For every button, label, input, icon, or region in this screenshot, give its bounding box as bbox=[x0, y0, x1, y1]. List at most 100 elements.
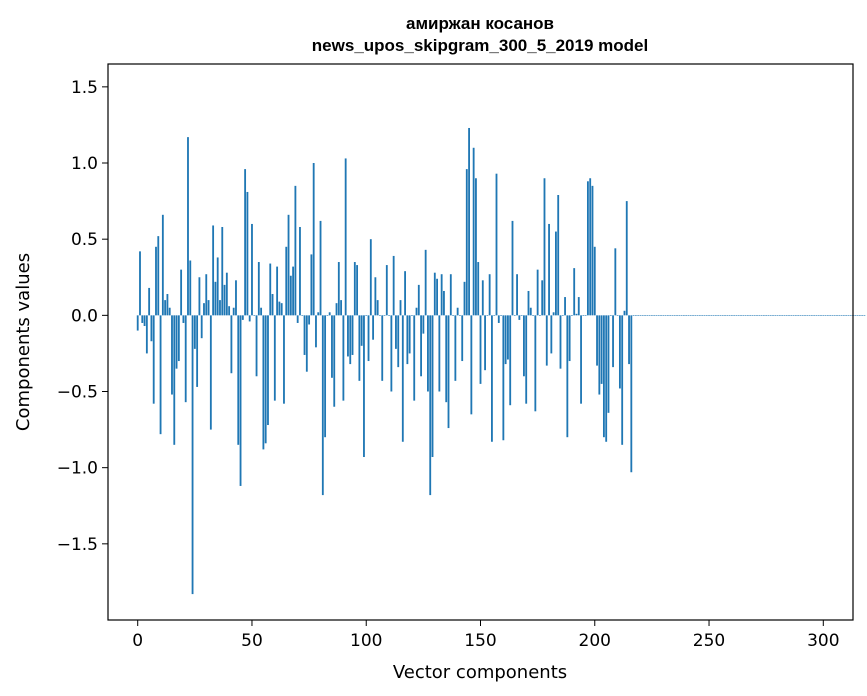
bar-194 bbox=[580, 315, 582, 404]
bar-19 bbox=[180, 269, 183, 316]
bar-305 bbox=[833, 315, 836, 316]
x-axis-ticks: 0 50 100 150 200 250 300 bbox=[132, 620, 840, 651]
bar-295 bbox=[810, 315, 813, 316]
bar-274 bbox=[762, 315, 765, 316]
bar-198 bbox=[589, 178, 592, 316]
bar-268 bbox=[749, 315, 752, 316]
y-tick-label: −1.5 bbox=[57, 535, 98, 555]
bar-46 bbox=[241, 315, 244, 320]
bar-200 bbox=[593, 246, 596, 316]
bar-236 bbox=[676, 315, 678, 316]
plot-area-frame bbox=[107, 63, 854, 621]
bar-166 bbox=[516, 274, 518, 316]
bar-210 bbox=[616, 315, 619, 316]
y-tick-label: 1.5 bbox=[71, 78, 98, 98]
bar-240 bbox=[685, 315, 688, 316]
bar-21 bbox=[184, 315, 187, 403]
bar-9 bbox=[157, 236, 160, 316]
bar-110 bbox=[388, 315, 390, 316]
bar-125 bbox=[422, 315, 425, 334]
bar-291 bbox=[801, 315, 804, 316]
bar-120 bbox=[411, 315, 413, 316]
bar-139 bbox=[454, 315, 457, 381]
bar-171 bbox=[527, 290, 530, 316]
bar-41 bbox=[230, 315, 233, 374]
bar-241 bbox=[687, 315, 690, 316]
bar-75 bbox=[308, 315, 311, 325]
bar-22 bbox=[187, 137, 189, 316]
bar-36 bbox=[219, 300, 221, 316]
bar-13 bbox=[166, 294, 169, 316]
bar-181 bbox=[550, 315, 553, 354]
bar-247 bbox=[701, 315, 704, 316]
bar-96 bbox=[356, 265, 359, 316]
bar-178 bbox=[543, 178, 546, 316]
bar-77 bbox=[312, 163, 315, 316]
bar-33 bbox=[212, 225, 215, 316]
bar-27 bbox=[198, 277, 201, 316]
bar-255 bbox=[719, 315, 722, 316]
bar-221 bbox=[641, 315, 644, 316]
bar-118 bbox=[406, 315, 409, 365]
bar-277 bbox=[769, 315, 772, 316]
bar-207 bbox=[609, 315, 612, 316]
bar-73 bbox=[303, 315, 306, 355]
bar-85 bbox=[331, 315, 333, 378]
bar-299 bbox=[820, 315, 822, 316]
chart-title: амиржан косанов bbox=[406, 14, 554, 33]
bar-63 bbox=[280, 303, 283, 316]
bar-246 bbox=[698, 315, 701, 316]
bar-72 bbox=[301, 315, 304, 316]
bar-297 bbox=[815, 315, 818, 316]
bar-112 bbox=[392, 255, 395, 316]
x-tick-label: 100 bbox=[350, 631, 382, 651]
bar-92 bbox=[347, 315, 349, 357]
bar-224 bbox=[648, 315, 651, 316]
bar-209 bbox=[614, 248, 617, 316]
bar-204 bbox=[602, 315, 605, 438]
bar-250 bbox=[708, 315, 710, 316]
bar-153 bbox=[486, 315, 489, 316]
bar-102 bbox=[369, 239, 372, 316]
bar-253 bbox=[714, 315, 717, 316]
y-tick-label: 0.5 bbox=[71, 230, 98, 250]
bar-12 bbox=[164, 300, 167, 316]
bar-271 bbox=[756, 315, 758, 316]
bar-144 bbox=[465, 169, 468, 316]
bar-282 bbox=[781, 315, 784, 316]
bar-211 bbox=[618, 315, 621, 389]
bar-151 bbox=[481, 280, 484, 316]
bar-296 bbox=[813, 315, 816, 316]
bar-170 bbox=[525, 315, 528, 404]
bar-126 bbox=[424, 249, 427, 316]
bar-214 bbox=[625, 201, 628, 316]
y-tick-label: 0.0 bbox=[71, 306, 98, 326]
bar-64 bbox=[283, 315, 285, 404]
bar-121 bbox=[413, 315, 416, 401]
bar-237 bbox=[678, 315, 681, 316]
bar-87 bbox=[335, 303, 338, 316]
bar-169 bbox=[523, 315, 525, 377]
bar-150 bbox=[479, 315, 482, 384]
bar-219 bbox=[637, 315, 640, 316]
x-tick-label: 50 bbox=[241, 631, 263, 651]
bar-199 bbox=[591, 185, 594, 316]
bar-316 bbox=[858, 315, 861, 316]
x-tick-label: 150 bbox=[464, 631, 496, 651]
bar-66 bbox=[287, 214, 290, 316]
bar-260 bbox=[730, 315, 733, 316]
y-axis-label: Components values bbox=[13, 253, 34, 431]
bar-276 bbox=[767, 315, 770, 316]
bar-267 bbox=[746, 315, 749, 316]
bar-83 bbox=[326, 315, 329, 316]
bar-111 bbox=[390, 315, 393, 392]
bar-7 bbox=[152, 315, 155, 404]
bar-162 bbox=[507, 315, 509, 360]
bar-67 bbox=[289, 275, 292, 316]
bar-105 bbox=[376, 300, 379, 316]
bar-229 bbox=[660, 315, 662, 316]
bar-161 bbox=[504, 315, 507, 365]
bar-232 bbox=[666, 315, 669, 316]
y-tick-label: −1.0 bbox=[57, 459, 98, 479]
bar-106 bbox=[379, 315, 381, 316]
